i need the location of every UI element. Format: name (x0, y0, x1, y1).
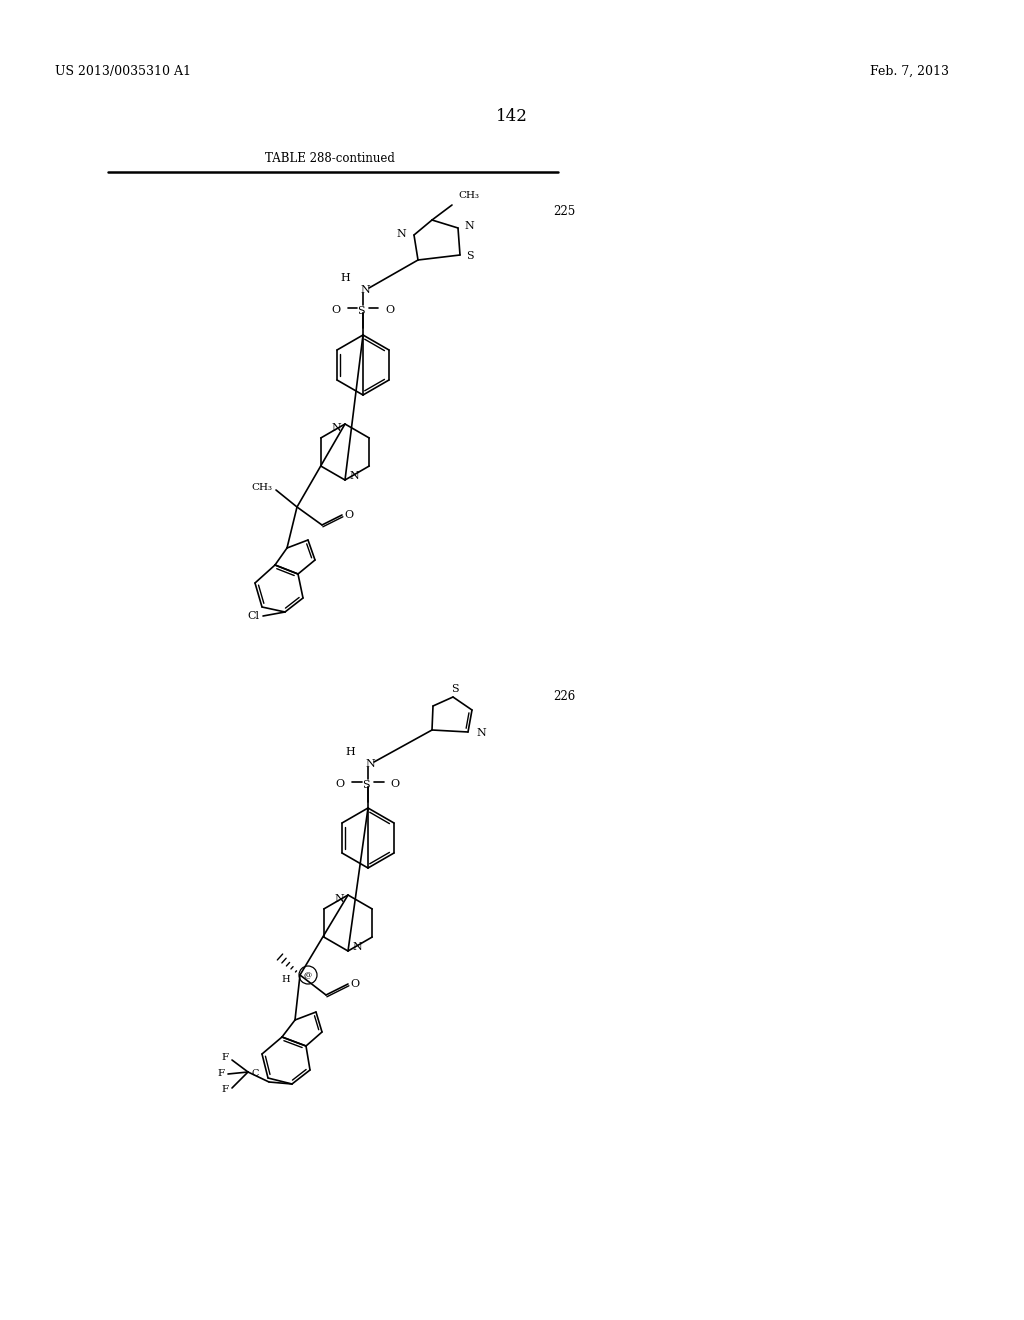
Text: O: O (332, 305, 341, 315)
Text: F: F (222, 1085, 229, 1094)
Text: CH₃: CH₃ (458, 191, 479, 201)
Text: N: N (334, 894, 344, 904)
Text: Feb. 7, 2013: Feb. 7, 2013 (870, 65, 949, 78)
Text: S: S (452, 684, 459, 694)
Text: Cl: Cl (247, 611, 259, 620)
Text: US 2013/0035310 A1: US 2013/0035310 A1 (55, 65, 191, 78)
Text: O: O (350, 979, 359, 989)
Text: 226: 226 (553, 690, 575, 704)
Text: N: N (366, 759, 375, 770)
Text: N: N (464, 220, 474, 231)
Text: CH₃: CH₃ (251, 483, 272, 491)
Text: N: N (360, 285, 370, 294)
Text: 225: 225 (553, 205, 575, 218)
Text: @: @ (304, 972, 312, 979)
Text: S: S (357, 306, 365, 315)
Text: F: F (218, 1069, 225, 1078)
Text: C: C (252, 1069, 259, 1078)
Text: O: O (385, 305, 394, 315)
Text: H: H (345, 747, 355, 756)
Text: S: S (362, 780, 370, 789)
Text: N: N (331, 422, 341, 433)
Text: N: N (349, 471, 358, 480)
Text: O: O (336, 779, 344, 789)
Text: O: O (390, 779, 399, 789)
Text: N: N (352, 942, 361, 952)
Text: F: F (222, 1053, 229, 1063)
Text: N: N (396, 228, 406, 239)
Text: 142: 142 (496, 108, 528, 125)
Text: N: N (476, 729, 485, 738)
Text: H: H (282, 975, 290, 985)
Text: O: O (344, 510, 353, 520)
Text: S: S (466, 251, 474, 261)
Text: TABLE 288-continued: TABLE 288-continued (265, 152, 395, 165)
Text: H: H (340, 273, 350, 282)
